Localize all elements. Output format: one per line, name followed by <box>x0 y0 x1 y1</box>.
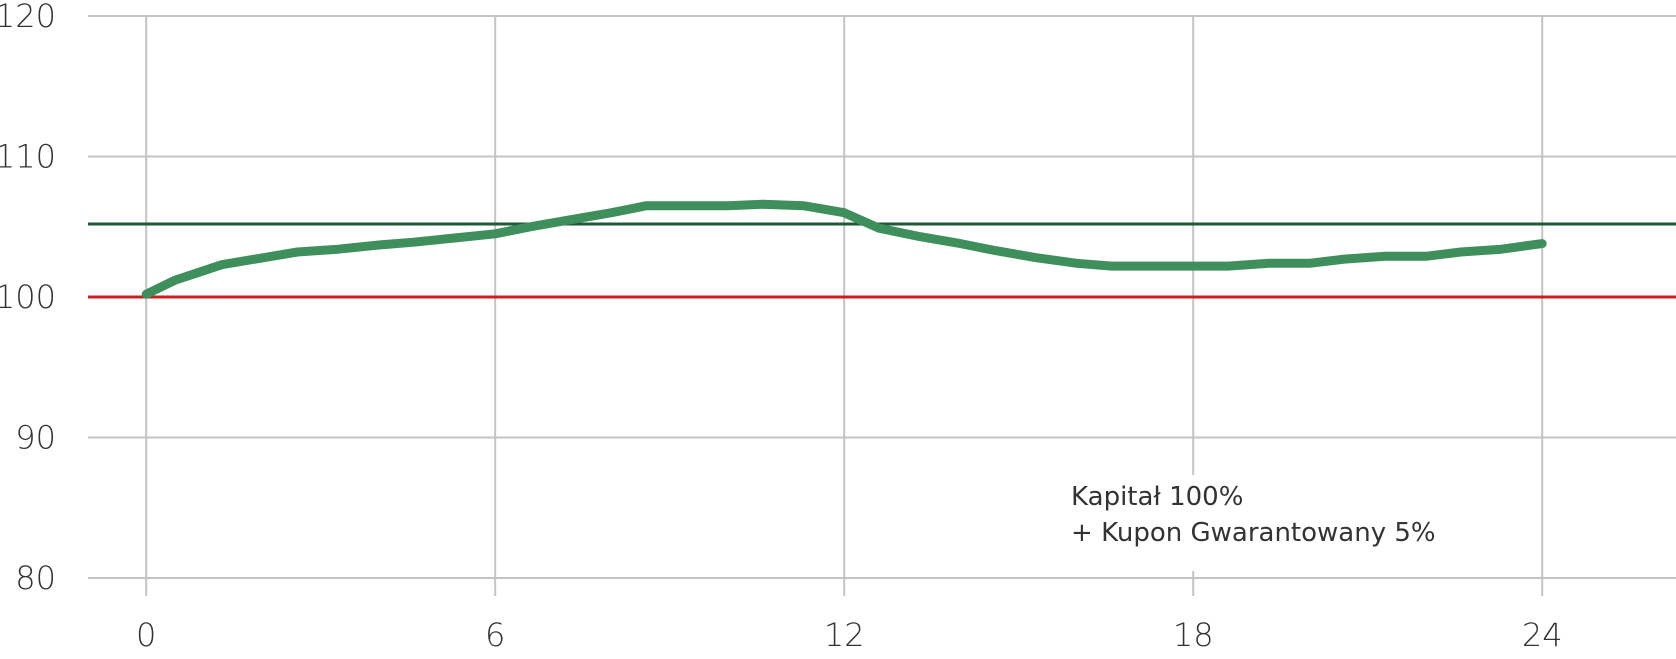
y-tick-label: 90 <box>15 419 56 457</box>
annotation-text: Kapitał 100% <box>1071 482 1243 512</box>
series-layer <box>141 199 1547 299</box>
series-line <box>141 199 1547 299</box>
reference-lines <box>88 222 1676 299</box>
y-tick-label: 100 <box>0 278 56 316</box>
x-tick-label: 24 <box>1522 616 1563 654</box>
y-tick-label: 110 <box>0 138 56 176</box>
annotation-text: + Kupon Gwarantowany 5% <box>1071 518 1436 548</box>
tick-labels: 80 90 100 110 120 0 6 12 18 24 <box>0 0 1563 654</box>
x-tick-label: 12 <box>824 616 865 654</box>
x-tick-label: 18 <box>1173 616 1214 654</box>
x-tick-label: 6 <box>485 616 505 654</box>
x-tick-label: 0 <box>136 616 156 654</box>
y-tick-label: 120 <box>0 0 56 35</box>
annotation-layer: Kapitał 100% + Kupon Gwarantowany 5% <box>1067 474 1460 571</box>
y-tick-label: 80 <box>15 559 56 597</box>
annotation-backdrop <box>1067 474 1460 571</box>
